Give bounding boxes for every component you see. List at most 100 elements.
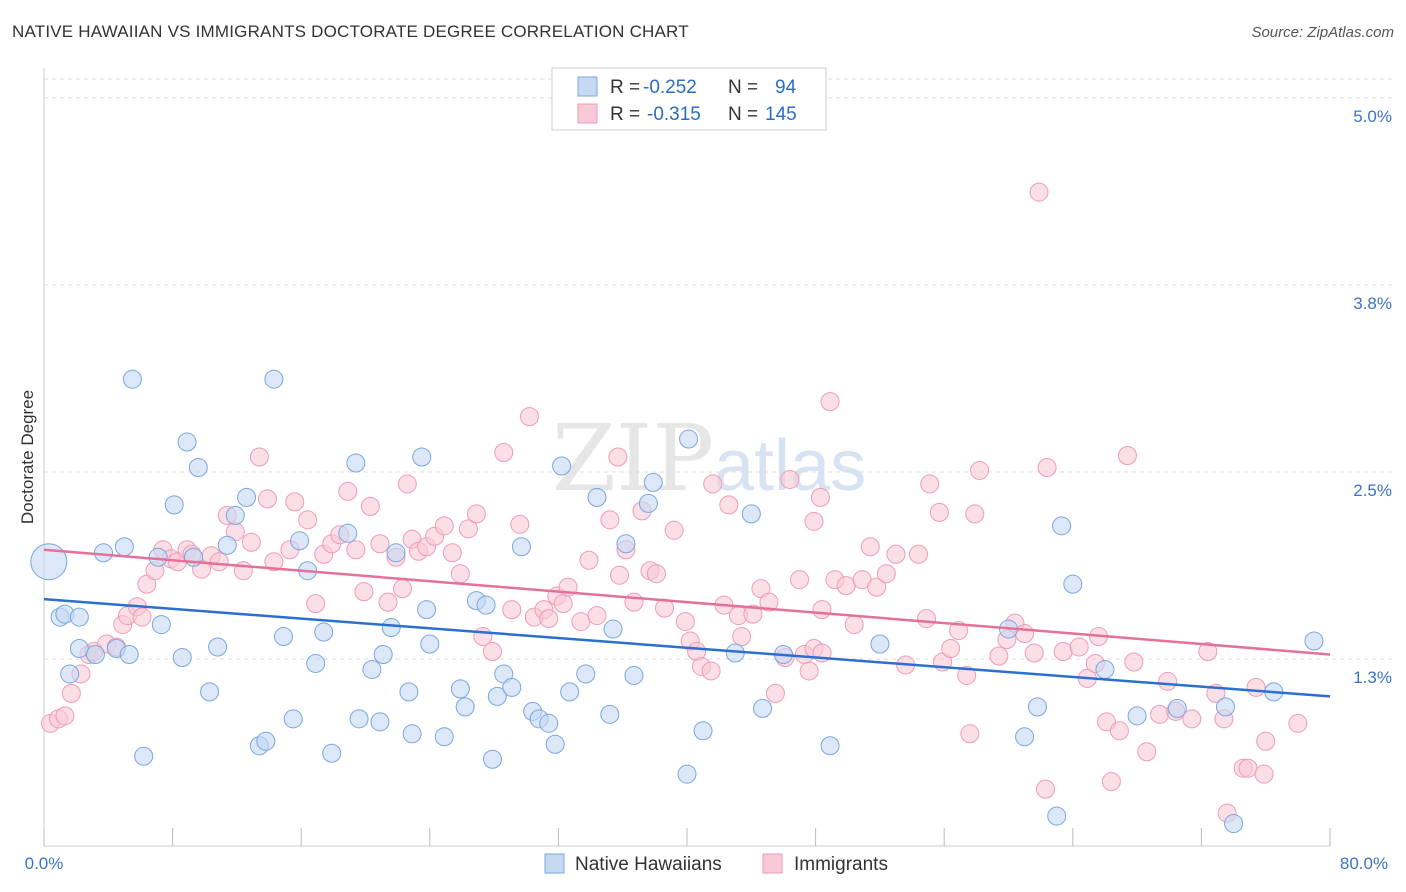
native-hawaiians-point: [148, 547, 168, 567]
immigrants-point: [790, 570, 810, 590]
immigrants-point: [970, 460, 990, 480]
native-hawaiians-point: [482, 749, 502, 769]
native-hawaiians-point: [1047, 806, 1067, 826]
legend-r-value-2: -0.315: [647, 104, 701, 125]
legend-r-label-2: R =: [610, 104, 640, 125]
immigrants-point: [1029, 182, 1049, 202]
native-hawaiians-point: [545, 734, 565, 754]
native-hawaiians-point: [85, 644, 105, 664]
immigrants-point: [1238, 758, 1258, 778]
native-hawaiians-point: [587, 487, 607, 507]
immigrants-point: [765, 683, 785, 703]
native-hawaiians-point: [69, 607, 89, 627]
native-hawaiians-point: [114, 537, 134, 557]
native-hawaiians-trend-line: [43, 597, 1331, 698]
legend-n-label-1: N =: [728, 77, 758, 98]
native-hawaiians-point: [386, 543, 406, 563]
native-hawaiians-point: [1063, 574, 1083, 594]
native-hawaiians-point: [741, 504, 761, 524]
immigrants-point: [502, 600, 522, 620]
immigrants-point: [1158, 671, 1178, 691]
immigrants-point: [876, 564, 896, 584]
native-hawaiians-point: [402, 724, 422, 744]
native-hawaiians-point: [93, 543, 113, 563]
legend-swatch-blue: [577, 76, 598, 97]
immigrants-point: [908, 544, 928, 564]
source-label: Source: ZipAtlas.com: [1251, 24, 1394, 41]
native-hawaiians-point: [693, 721, 713, 741]
immigrants-point: [965, 504, 985, 524]
immigrants-point: [587, 606, 607, 626]
native-hawaiians-point: [638, 493, 658, 513]
native-hawaiians-point: [624, 665, 644, 685]
native-hawaiians-point: [1095, 659, 1115, 679]
native-hawaiians-point: [511, 537, 531, 557]
immigrants-point: [780, 469, 800, 489]
correlation-legend: R = -0.252 N = 94 R = -0.315 N = 145: [551, 67, 827, 131]
native-hawaiians-point: [264, 369, 284, 389]
y-tick-label: 2.5%: [1353, 481, 1392, 500]
immigrants-point: [624, 592, 644, 612]
immigrants-point: [609, 565, 629, 585]
legend-n-value-2: 145: [765, 104, 797, 125]
native-hawaiians-point: [455, 697, 475, 717]
immigrants-point: [1137, 742, 1157, 762]
native-hawaiians-point: [560, 682, 580, 702]
legend-n-label-2: N =: [728, 104, 758, 125]
native-hawaiians-point: [134, 746, 154, 766]
native-hawaiians-point: [820, 736, 840, 756]
immigrants-point: [1117, 446, 1137, 466]
immigrants-point: [466, 504, 486, 524]
immigrants-point: [264, 552, 284, 572]
legend-swatch-pink: [577, 103, 598, 124]
immigrants-point: [1124, 652, 1144, 672]
native-hawaiians-point: [616, 534, 636, 554]
bottom-legend-swatch-blue: [544, 853, 565, 874]
native-hawaiians-point: [870, 634, 890, 654]
native-hawaiians-point: [274, 627, 294, 647]
immigrants-point: [1024, 643, 1044, 663]
immigrants-point: [458, 519, 478, 539]
legend-r-label-1: R =: [610, 77, 640, 98]
immigrants-point: [836, 576, 856, 596]
legend-n-value-1: 94: [775, 77, 797, 98]
native-hawaiians-point: [643, 472, 663, 492]
y-tick-label: 3.8%: [1353, 294, 1392, 313]
immigrants-point: [434, 516, 454, 536]
immigrants-point: [442, 543, 462, 563]
immigrants-point: [450, 564, 470, 584]
immigrants-point: [553, 594, 573, 614]
native-hawaiians-point: [200, 682, 220, 702]
immigrants-point: [949, 621, 969, 641]
native-hawaiians-point: [1216, 697, 1236, 717]
native-hawaiians-point: [225, 505, 245, 525]
immigrants-point: [55, 706, 75, 726]
immigrants-point: [306, 594, 326, 614]
native-hawaiians-point: [576, 664, 596, 684]
immigrants-point: [810, 487, 830, 507]
immigrants-point: [249, 447, 269, 467]
native-hawaiians-point: [450, 679, 470, 699]
watermark-zip: ZIP: [552, 405, 714, 512]
immigrants-point: [241, 532, 261, 552]
immigrants-point: [860, 537, 880, 557]
immigrants-point: [392, 579, 412, 599]
native-hawaiians-point: [362, 659, 382, 679]
native-hawaiians-point: [283, 709, 303, 729]
native-hawaiians-point: [753, 698, 773, 718]
immigrants-point: [1150, 704, 1170, 724]
native-hawaiians-point: [1224, 814, 1244, 834]
immigrants-point: [989, 646, 1009, 666]
immigrants-point: [799, 661, 819, 681]
immigrants-point: [732, 627, 752, 647]
series-legend: Native Hawaiians Immigrants: [544, 853, 888, 875]
native-hawaiians-point: [237, 487, 257, 507]
immigrants-point: [675, 612, 695, 632]
immigrants-point: [209, 552, 229, 572]
immigrants-point: [1256, 731, 1276, 751]
immigrants-point: [719, 495, 739, 515]
native-hawaiians-point: [539, 713, 559, 733]
immigrants-point: [370, 534, 390, 554]
immigrants-point: [354, 582, 374, 602]
